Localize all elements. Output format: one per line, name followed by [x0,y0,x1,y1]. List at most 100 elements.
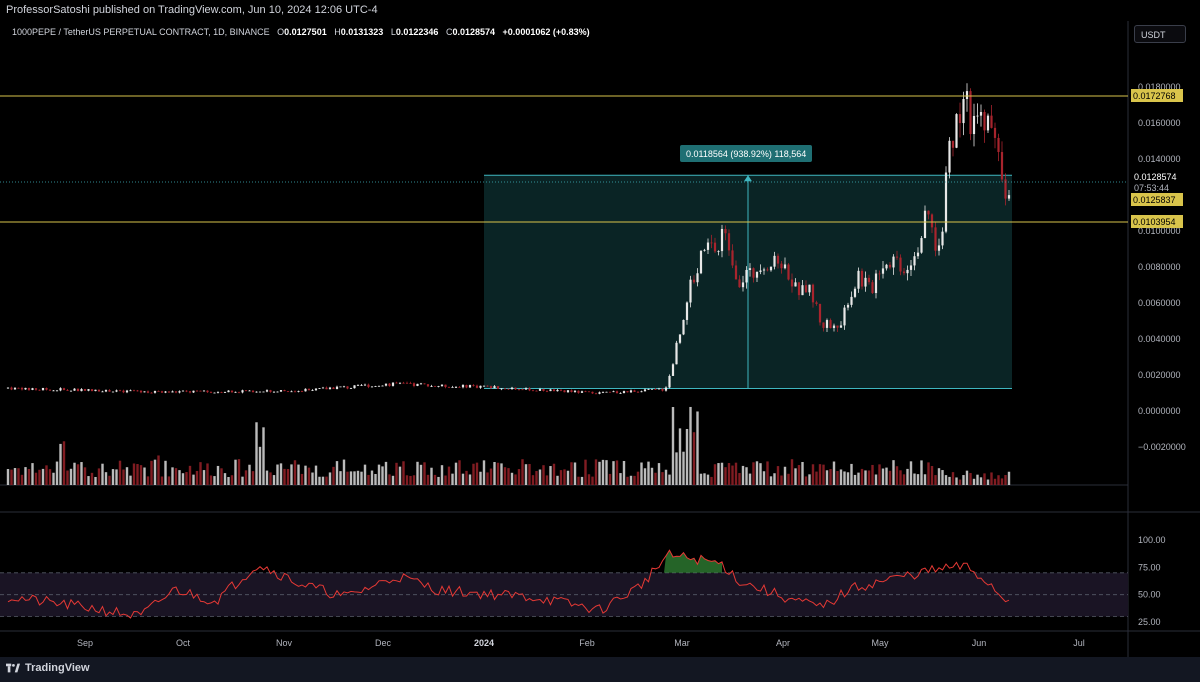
volume-bar [150,460,153,485]
volume-bar [10,469,13,485]
candle-body [115,390,118,392]
candle-body [426,384,430,387]
volume-bar [622,460,626,485]
candle-body [727,233,731,251]
volume-bar [139,465,143,485]
volume-bar [59,443,62,485]
prev-close-price-label-bg [1131,193,1183,206]
volume-bar [815,471,818,485]
volume-bar [983,473,986,485]
volume-bar [255,422,258,485]
volume-bar [153,459,157,485]
volume-bar [174,468,178,485]
candle-body [409,383,412,384]
volume-bar [395,462,398,485]
candle-body [542,388,545,391]
chart-area[interactable]: 0.0180000 0.0160000 0.0140000 0.0100000 0.00… [0,21,1200,657]
volume-bar [111,469,115,485]
volume-bar [570,462,573,485]
candle-body [195,390,199,392]
volume-bar [388,474,391,485]
volume-bar [272,475,276,485]
candle-body [913,256,916,266]
candle-body [451,387,454,388]
candle-body [300,390,304,392]
volume-bar [804,476,808,485]
volume-bar [479,471,482,485]
volume-bar [766,461,769,485]
volume-bar [580,476,584,485]
volume-bar [503,467,507,485]
price-tick-label: 0.0080000 [1138,262,1181,272]
price-tick-label: 0.0000000 [1138,406,1181,416]
volume-bar [629,475,633,485]
candle-body [160,391,164,393]
candle-body [563,390,566,393]
candle-body [461,384,465,388]
candle-body [349,388,353,389]
time-axis-label: Jul [1073,638,1085,648]
candle-body [153,390,157,393]
candle-body [580,391,584,393]
candle-body [633,390,636,392]
candle-body [384,383,388,386]
candle-body [850,296,853,305]
candle-body [640,391,643,393]
volume-bar [454,462,458,485]
candle-body [706,242,710,250]
candle-body [248,390,251,392]
candle-body [745,269,748,283]
candle-body [297,390,300,392]
volume-bar [640,462,643,485]
candle-body [76,388,80,392]
candle-body [556,389,559,392]
volume-bar [706,474,710,485]
volume-bar [521,459,524,485]
candle-body [570,390,573,392]
candle-body [934,227,937,251]
chart-canvas[interactable]: 0.0180000 0.0160000 0.0140000 0.0100000 0.00… [0,21,1200,657]
volume-bar [377,464,381,485]
time-axis-label: Mar [674,638,690,648]
candle-body [755,271,759,278]
candle-body [976,115,979,117]
volume-bar [234,459,237,485]
candle-body [587,391,591,393]
rsi-line [7,549,1010,619]
volume-bar [115,469,118,485]
volume-bar [997,475,1000,485]
volume-bar [20,474,24,485]
candle-body [227,390,230,393]
volume-bar [878,464,881,485]
volume-bar [325,476,328,485]
volume-bar [122,469,125,485]
tradingview-logo[interactable]: TradingView [6,662,90,674]
volume-bar [199,462,202,485]
volume-bar [265,470,269,485]
currency-button[interactable]: USDT [1134,25,1186,43]
volume-bar [598,461,601,485]
volume-bar [517,469,521,485]
volume-bar [664,469,668,485]
volume-bar [55,461,59,485]
volume-bar [227,476,230,485]
volume-bar [27,468,31,485]
volume-bar [80,462,83,485]
volume-bar [549,466,552,485]
volume-bar [367,474,370,485]
candle-body [661,388,664,391]
time-axis-label: Oct [176,638,191,648]
volume-bar [206,463,209,485]
volume-bar [720,462,724,485]
candle-body [45,387,48,390]
volume-bar [381,466,384,485]
candle-body [265,390,269,392]
volume-bar [398,466,402,485]
candle-body [447,387,451,388]
candle-body [52,390,55,392]
candle-body [335,386,339,390]
volume-bar [556,475,559,485]
candle-body [836,325,839,328]
candle-body [1004,179,1007,199]
volume-bar [608,473,612,485]
